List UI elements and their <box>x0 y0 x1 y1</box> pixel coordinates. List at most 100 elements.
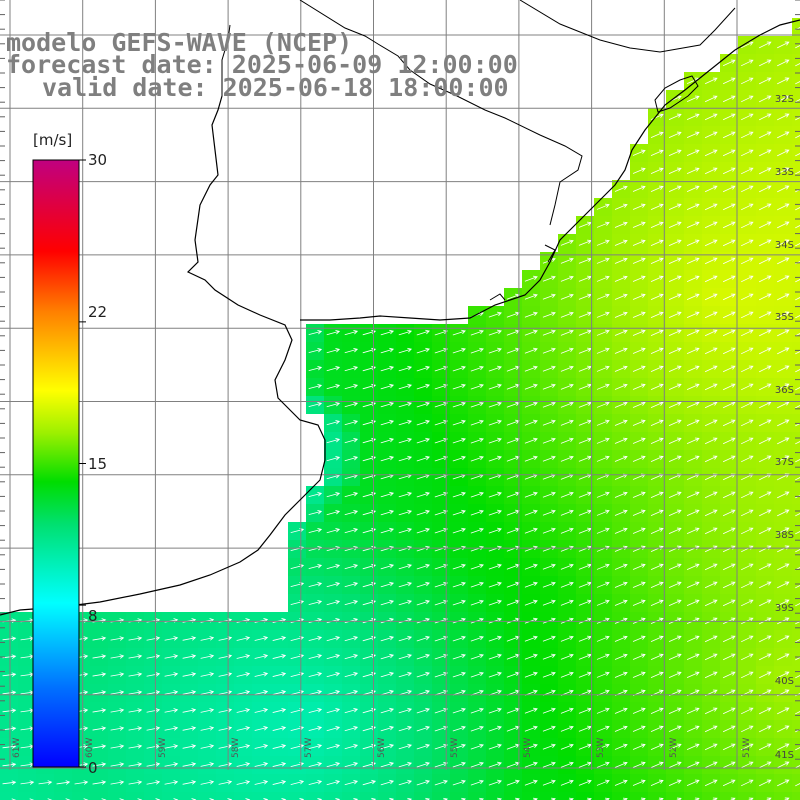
wind-arrow <box>488 779 502 786</box>
wind-arrow <box>704 671 718 679</box>
wind-arrow <box>722 95 736 103</box>
wind-arrow <box>488 545 502 552</box>
wind-arrow <box>308 689 323 696</box>
wind-arrow <box>704 149 718 157</box>
wind-arrow <box>578 347 592 354</box>
wind-arrow <box>632 599 646 606</box>
wind-arrow <box>740 581 754 589</box>
wind-arrow <box>740 383 754 391</box>
wind-arrow <box>686 257 700 265</box>
wind-arrow <box>344 761 359 768</box>
wind-arrow <box>795 45 800 49</box>
wind-arrow <box>686 185 700 193</box>
wind-arrow <box>795 153 800 157</box>
wind-arrow <box>524 419 538 426</box>
wind-arrow <box>560 347 574 354</box>
wind-arrow <box>722 581 736 589</box>
wind-arrow <box>416 509 430 516</box>
wind-arrow <box>686 761 700 769</box>
wind-arrow <box>182 726 197 731</box>
wind-arrow <box>416 761 430 768</box>
wind-arrow <box>488 599 502 606</box>
wind-arrow <box>614 635 628 642</box>
wind-arrow <box>398 365 413 372</box>
wind-arrow <box>524 761 538 768</box>
wind-arrow <box>488 761 502 768</box>
wind-arrow <box>704 707 718 715</box>
wind-arrow <box>560 599 574 606</box>
wind-arrow <box>308 491 323 498</box>
wind-arrow <box>254 690 269 695</box>
wind-arrow <box>795 747 800 751</box>
wind-arrow <box>704 725 718 733</box>
wind-arrow <box>524 509 538 516</box>
wind-arrow <box>326 743 341 750</box>
wind-arrow <box>380 383 395 390</box>
wind-arrow <box>524 293 538 300</box>
wind-arrow <box>398 437 413 444</box>
wind-arrow <box>344 653 359 660</box>
wind-arrow <box>434 509 448 516</box>
wind-arrow <box>308 635 323 642</box>
wind-arrow <box>596 491 610 498</box>
wind-arrow <box>777 725 790 733</box>
lat-label: 37S <box>774 457 794 468</box>
wind-arrow <box>686 653 700 661</box>
wind-arrow <box>758 455 772 463</box>
wind-arrow <box>758 293 772 301</box>
wind-arrow <box>254 672 269 677</box>
wind-arrow <box>668 761 682 768</box>
wind-arrow <box>722 149 736 157</box>
wind-arrow <box>578 311 592 318</box>
wind-arrow <box>488 311 502 318</box>
wind-arrow <box>452 347 466 354</box>
wind-arrow <box>2 690 17 695</box>
wind-arrow <box>344 509 359 516</box>
wind-arrow <box>146 762 161 767</box>
wind-arrow <box>344 689 359 696</box>
wind-arrow <box>704 95 718 103</box>
wind-arrow <box>416 779 430 786</box>
wind-arrow <box>344 401 359 408</box>
wind-arrow <box>632 239 646 246</box>
wind-arrow <box>614 743 628 750</box>
wind-arrow <box>434 383 448 390</box>
wind-arrow <box>722 77 736 85</box>
wind-arrow <box>686 779 700 787</box>
wind-arrow <box>128 744 143 749</box>
wind-arrow <box>740 491 754 499</box>
wind-arrow <box>668 347 682 354</box>
wind-arrow <box>308 671 323 678</box>
wind-arrow <box>650 779 664 786</box>
field-cell <box>396 792 414 800</box>
valid-date: valid date: 2025-06-18 18:00:00 <box>42 73 509 102</box>
wind-arrow <box>596 725 610 732</box>
wind-arrow <box>560 383 574 390</box>
wind-arrow <box>416 437 430 444</box>
wind-arrow <box>740 347 754 355</box>
wind-arrow <box>488 365 502 372</box>
wind-arrow <box>542 491 556 498</box>
wind-arrow <box>596 347 610 354</box>
wind-arrow <box>542 293 556 300</box>
wind-arrow <box>704 455 718 463</box>
wind-arrow <box>795 99 800 103</box>
wind-arrow <box>524 599 538 606</box>
wind-arrow <box>470 761 484 768</box>
wind-arrow <box>596 383 610 390</box>
field-cell <box>792 666 800 684</box>
wind-arrow <box>380 365 395 372</box>
wind-arrow <box>632 779 646 786</box>
wind-arrow <box>614 221 628 228</box>
wind-arrow <box>650 455 664 462</box>
wind-arrow <box>182 708 197 713</box>
wind-arrow <box>254 636 269 641</box>
lat-label: 34S <box>774 240 794 251</box>
wind-arrow <box>650 365 664 372</box>
wind-arrow <box>686 725 700 733</box>
wind-arrow <box>128 780 143 785</box>
wind-arrow <box>596 221 610 228</box>
wind-arrow <box>722 311 736 319</box>
wind-arrow <box>568 797 574 800</box>
wind-arrow <box>777 707 790 715</box>
